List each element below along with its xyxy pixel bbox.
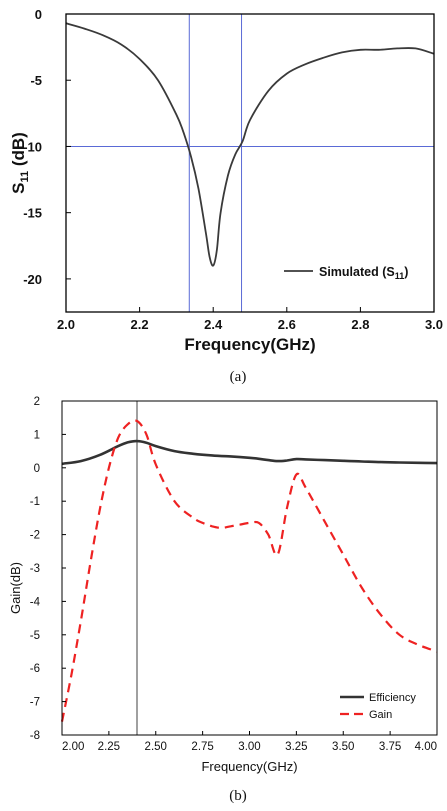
plot-frame — [61, 400, 438, 736]
y-tick-label: -10 — [23, 139, 42, 154]
y-tick-label: 0 — [34, 463, 40, 475]
legend-label-efficiency: Efficiency — [369, 692, 416, 704]
x-axis-label: Frequency(GHz) — [184, 335, 315, 354]
series-group — [65, 22, 435, 267]
y-tick-label: -5 — [30, 630, 40, 642]
caption-a: (a) — [230, 369, 247, 385]
legend-label-gain: Gain — [369, 709, 392, 721]
x-tick-label: 2.25 — [98, 741, 120, 753]
x-tick-label: 2.00 — [62, 741, 84, 753]
x-tick-label: 3.50 — [332, 741, 354, 753]
y-tick-label: 1 — [34, 429, 40, 441]
legend-label-simulated: Simulated (S11) — [319, 265, 408, 281]
legend: Efficiency Gain — [340, 692, 416, 721]
x-tick-label: 2.0 — [57, 317, 75, 332]
legend-label-main: Simulated (S — [319, 265, 395, 279]
x-tick-label: 4.00 — [415, 741, 437, 753]
x-tick-label: 2.4 — [204, 317, 223, 332]
x-tick-label: 3.25 — [285, 741, 307, 753]
y-tick-label: -6 — [30, 663, 40, 675]
series-group — [60, 419, 438, 722]
gain-efficiency-chart: 2.00 2.25 2.50 2.75 3.00 3.25 3.50 3.75 4.00 2 1 0 -… — [8, 396, 438, 774]
y-tick-label: -7 — [30, 697, 40, 709]
legend-label-subscript: 11 — [395, 271, 405, 281]
plot-frame — [65, 13, 435, 313]
y-tick-label: -8 — [30, 730, 40, 742]
s11-chart: 2.0 2.2 2.4 2.6 2.8 3.0 0 -5 -10 -15 -20 Frequency… — [9, 7, 443, 354]
reference-lines — [66, 14, 434, 312]
y-axis-label-subscript: 11 — [19, 171, 31, 183]
x-tick-label: 2.8 — [351, 317, 369, 332]
y-axis-label: Gain(dB) — [8, 562, 23, 614]
tick-group: 2.00 2.25 2.50 2.75 3.00 3.25 3.50 3.75 4.00 2 1 0 -… — [30, 396, 438, 753]
x-tick-label: 3.0 — [425, 317, 443, 332]
series-line-simulated-s11 — [65, 22, 435, 267]
y-tick-label: -4 — [30, 596, 41, 608]
y-tick-label: 2 — [34, 396, 40, 408]
x-tick-label: 2.2 — [131, 317, 149, 332]
y-tick-label: -2 — [30, 530, 40, 542]
x-tick-label: 2.75 — [191, 741, 213, 753]
x-tick-label: 3.00 — [238, 741, 260, 753]
series-line-efficiency — [61, 439, 438, 466]
y-tick-label: -3 — [30, 563, 40, 575]
y-axis-label-main: S — [9, 183, 28, 194]
x-tick-label: 2.50 — [145, 741, 167, 753]
y-tick-label: 0 — [35, 7, 42, 22]
series-line-gain — [60, 419, 438, 722]
y-tick-label: -15 — [23, 206, 42, 221]
legend-label-end: ) — [404, 265, 408, 279]
y-tick-label: -20 — [23, 272, 42, 287]
caption-b: (b) — [229, 788, 247, 804]
y-axis-label-unit: (dB) — [9, 132, 28, 171]
x-axis-label: Frequency(GHz) — [201, 759, 297, 774]
y-axis-label: S11 (dB) — [9, 132, 31, 194]
tick-group: 2.0 2.2 2.4 2.6 2.8 3.0 0 -5 -10 -15 -20 — [23, 7, 443, 332]
y-tick-label: -1 — [30, 496, 40, 508]
legend: Simulated (S11) — [284, 265, 408, 281]
x-tick-label: 3.75 — [379, 741, 401, 753]
y-tick-label: -5 — [30, 73, 42, 88]
x-tick-label: 2.6 — [278, 317, 296, 332]
